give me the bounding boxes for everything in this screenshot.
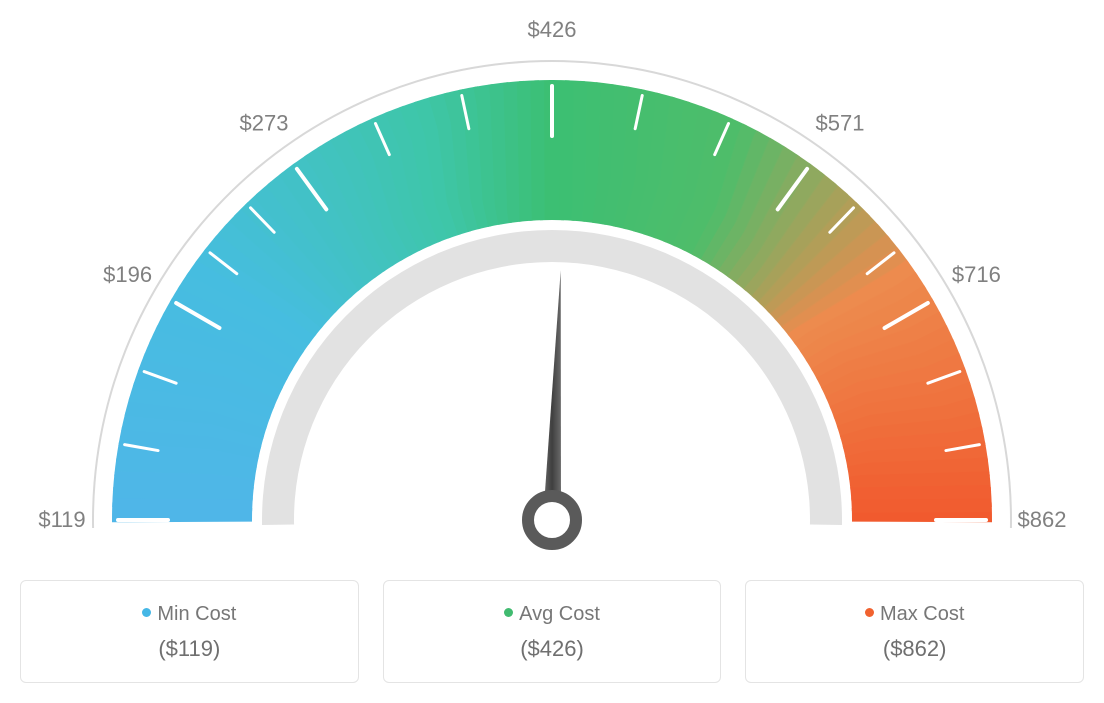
dot-icon — [142, 608, 151, 617]
legend-label: Avg Cost — [519, 603, 600, 625]
legend-value-min: ($119) — [31, 636, 348, 662]
dot-icon — [865, 608, 874, 617]
legend-value-max: ($862) — [756, 636, 1073, 662]
gauge-chart: $119 $196 $273 $426 $571 $716 $862 — [20, 20, 1084, 560]
svg-text:$571: $571 — [816, 111, 865, 136]
svg-text:$119: $119 — [38, 507, 85, 532]
legend-card-min: Min Cost ($119) — [20, 580, 359, 683]
legend-card-avg: Avg Cost ($426) — [383, 580, 722, 683]
legend-row: Min Cost ($119) Avg Cost ($426) Max Cost… — [20, 580, 1084, 683]
legend-label: Max Cost — [880, 603, 964, 625]
svg-text:$426: $426 — [528, 20, 577, 42]
svg-text:$716: $716 — [952, 262, 1001, 287]
legend-title-max: Max Cost — [756, 603, 1073, 626]
svg-text:$196: $196 — [103, 262, 152, 287]
dot-icon — [504, 608, 513, 617]
svg-text:$273: $273 — [240, 111, 289, 136]
legend-value-avg: ($426) — [394, 636, 711, 662]
legend-title-avg: Avg Cost — [394, 603, 711, 626]
legend-label: Min Cost — [157, 603, 236, 625]
legend-card-max: Max Cost ($862) — [745, 580, 1084, 683]
svg-text:$862: $862 — [1018, 507, 1067, 532]
gauge-svg: $119 $196 $273 $426 $571 $716 $862 — [20, 20, 1084, 560]
legend-title-min: Min Cost — [31, 603, 348, 626]
